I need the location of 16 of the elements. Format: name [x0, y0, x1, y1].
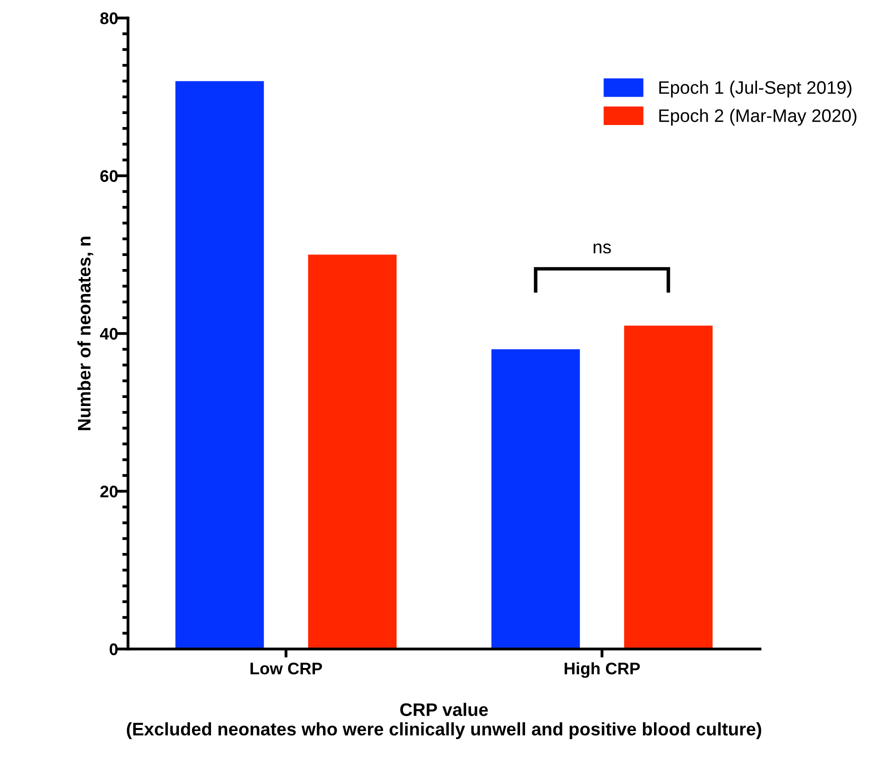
legend-label: Epoch 1 (Jul-Sept 2019)	[659, 80, 852, 98]
y-tick-label: 0	[110, 643, 118, 656]
y-tick-label: 40	[100, 328, 118, 340]
y-tick-label: 60	[100, 170, 118, 182]
bar	[491, 349, 580, 649]
legend-label: Epoch 2 (Mar-May 2020)	[659, 108, 856, 126]
annotation: ns	[594, 244, 611, 254]
y-axis-title: Number of neonates, n	[77, 236, 94, 430]
x-tick-label: High CRP	[564, 662, 640, 678]
bar	[175, 81, 264, 649]
x-axis-title: CRP value (Excluded neonates who were clinically unwell and positive blood culture)	[126, 702, 762, 740]
y-tick-label: 80	[100, 12, 118, 24]
y-tick-label: 20	[100, 486, 118, 498]
x-tick-label: Low CRP	[250, 662, 322, 674]
bar	[624, 326, 713, 649]
bar	[308, 254, 397, 649]
